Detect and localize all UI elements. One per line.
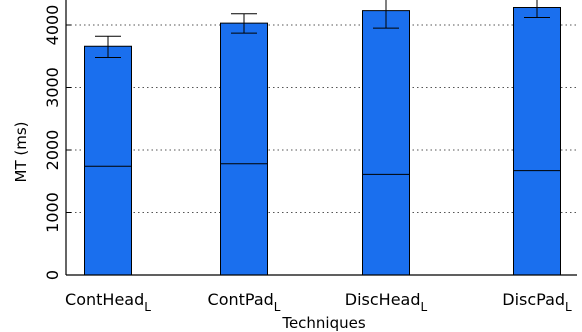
- labels: MT (ms) Techniques 0 1000 2000 3000 4000 Cont…: [12, 5, 572, 332]
- axes: [65, 0, 577, 276]
- y-tick-label: 0: [43, 270, 62, 280]
- grid-lines: [66, 24, 577, 213]
- bar: [84, 45, 132, 276]
- y-tick-label: 3000: [43, 67, 62, 108]
- bar: [220, 22, 268, 276]
- y-tick-label: 1000: [43, 192, 62, 233]
- y-tick-label: 2000: [43, 130, 62, 171]
- bar: [362, 10, 410, 276]
- x-axis-title: Techniques: [281, 314, 366, 332]
- x-tick-label: DiscPadL: [502, 290, 572, 314]
- y-tick-label: 4000: [43, 5, 62, 46]
- bar: [513, 7, 561, 276]
- x-tick-label: DiscHeadL: [345, 290, 428, 314]
- x-tick-label: ContPadL: [208, 290, 281, 314]
- x-tick-label: ContHeadL: [65, 290, 151, 314]
- bars: [84, 0, 561, 276]
- y-axis-title: MT (ms): [12, 121, 30, 182]
